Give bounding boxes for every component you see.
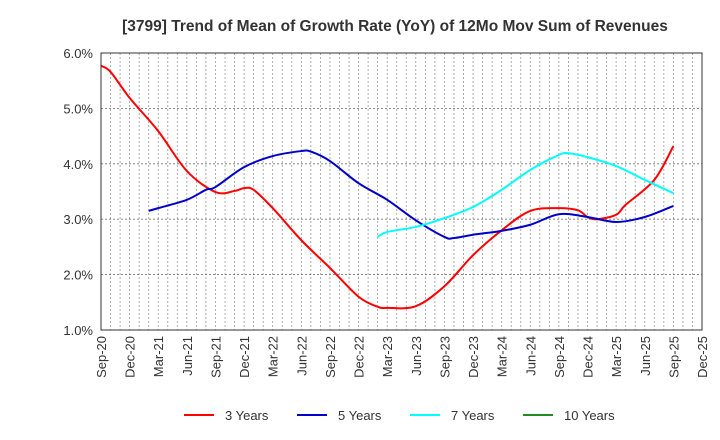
x-tick-label: Sep-21	[208, 336, 223, 378]
y-tick-label: 5.0%	[63, 101, 93, 116]
legend-item-10-years: 10 Years	[523, 408, 615, 423]
x-tick-label: Dec-24	[581, 336, 596, 378]
legend-item-3-years: 3 Years	[184, 408, 269, 423]
x-tick-label: Mar-25	[609, 336, 624, 377]
x-tick-label: Dec-23	[466, 336, 481, 378]
x-tick-label: Jun-21	[180, 336, 195, 376]
y-tick-label: 4.0%	[63, 157, 93, 172]
plot-area	[100, 52, 703, 331]
series-line-3-years	[100, 64, 675, 310]
legend-label-5-years: 5 Years	[338, 408, 382, 423]
legend: 3 Years 5 Years 7 Years 10 Years	[184, 408, 615, 423]
grid	[101, 53, 702, 330]
x-tick-label: Dec-22	[352, 336, 367, 378]
x-tick-label: Sep-23	[437, 336, 452, 378]
y-axis: 1.0% 2.0% 3.0% 4.0% 5.0% 6.0%	[63, 46, 93, 338]
legend-label-10-years: 10 Years	[564, 408, 615, 423]
x-tick-label: Jun-23	[409, 336, 424, 376]
x-tick-label: Jun-24	[523, 336, 538, 376]
y-tick-label: 1.0%	[63, 323, 93, 338]
x-tick-label: Sep-25	[666, 336, 681, 378]
chart-title: [3799] Trend of Mean of Growth Rate (YoY…	[122, 18, 668, 35]
series-group	[100, 64, 675, 310]
x-tick-label: Dec-21	[237, 336, 252, 378]
y-tick-label: 6.0%	[63, 46, 93, 61]
x-tick-label: Dec-20	[123, 336, 138, 378]
x-tick-label: Sep-22	[323, 336, 338, 378]
legend-item-5-years: 5 Years	[297, 408, 382, 423]
y-tick-label: 2.0%	[63, 268, 93, 283]
x-tick-label: Sep-20	[94, 336, 109, 378]
y-tick-label: 3.0%	[63, 212, 93, 227]
legend-item-7-years: 7 Years	[410, 408, 495, 423]
x-tick-label: Mar-23	[380, 336, 395, 377]
x-tick-label: Jun-25	[638, 336, 653, 376]
x-tick-label: Jun-22	[294, 336, 309, 376]
legend-label-7-years: 7 Years	[451, 408, 495, 423]
x-tick-label: Mar-21	[151, 336, 166, 377]
series-line-5-years	[148, 149, 674, 240]
legend-label-3-years: 3 Years	[225, 408, 269, 423]
x-axis: Sep-20 Dec-20 Mar-21 Jun-21 Sep-21 Dec-21 Mar-…	[94, 336, 710, 378]
x-tick-label: Dec-25	[695, 336, 710, 378]
series-line-7-years	[377, 151, 674, 238]
x-tick-label: Sep-24	[552, 336, 567, 378]
x-tick-label: Mar-24	[495, 336, 510, 377]
x-tick-label: Mar-22	[266, 336, 281, 377]
